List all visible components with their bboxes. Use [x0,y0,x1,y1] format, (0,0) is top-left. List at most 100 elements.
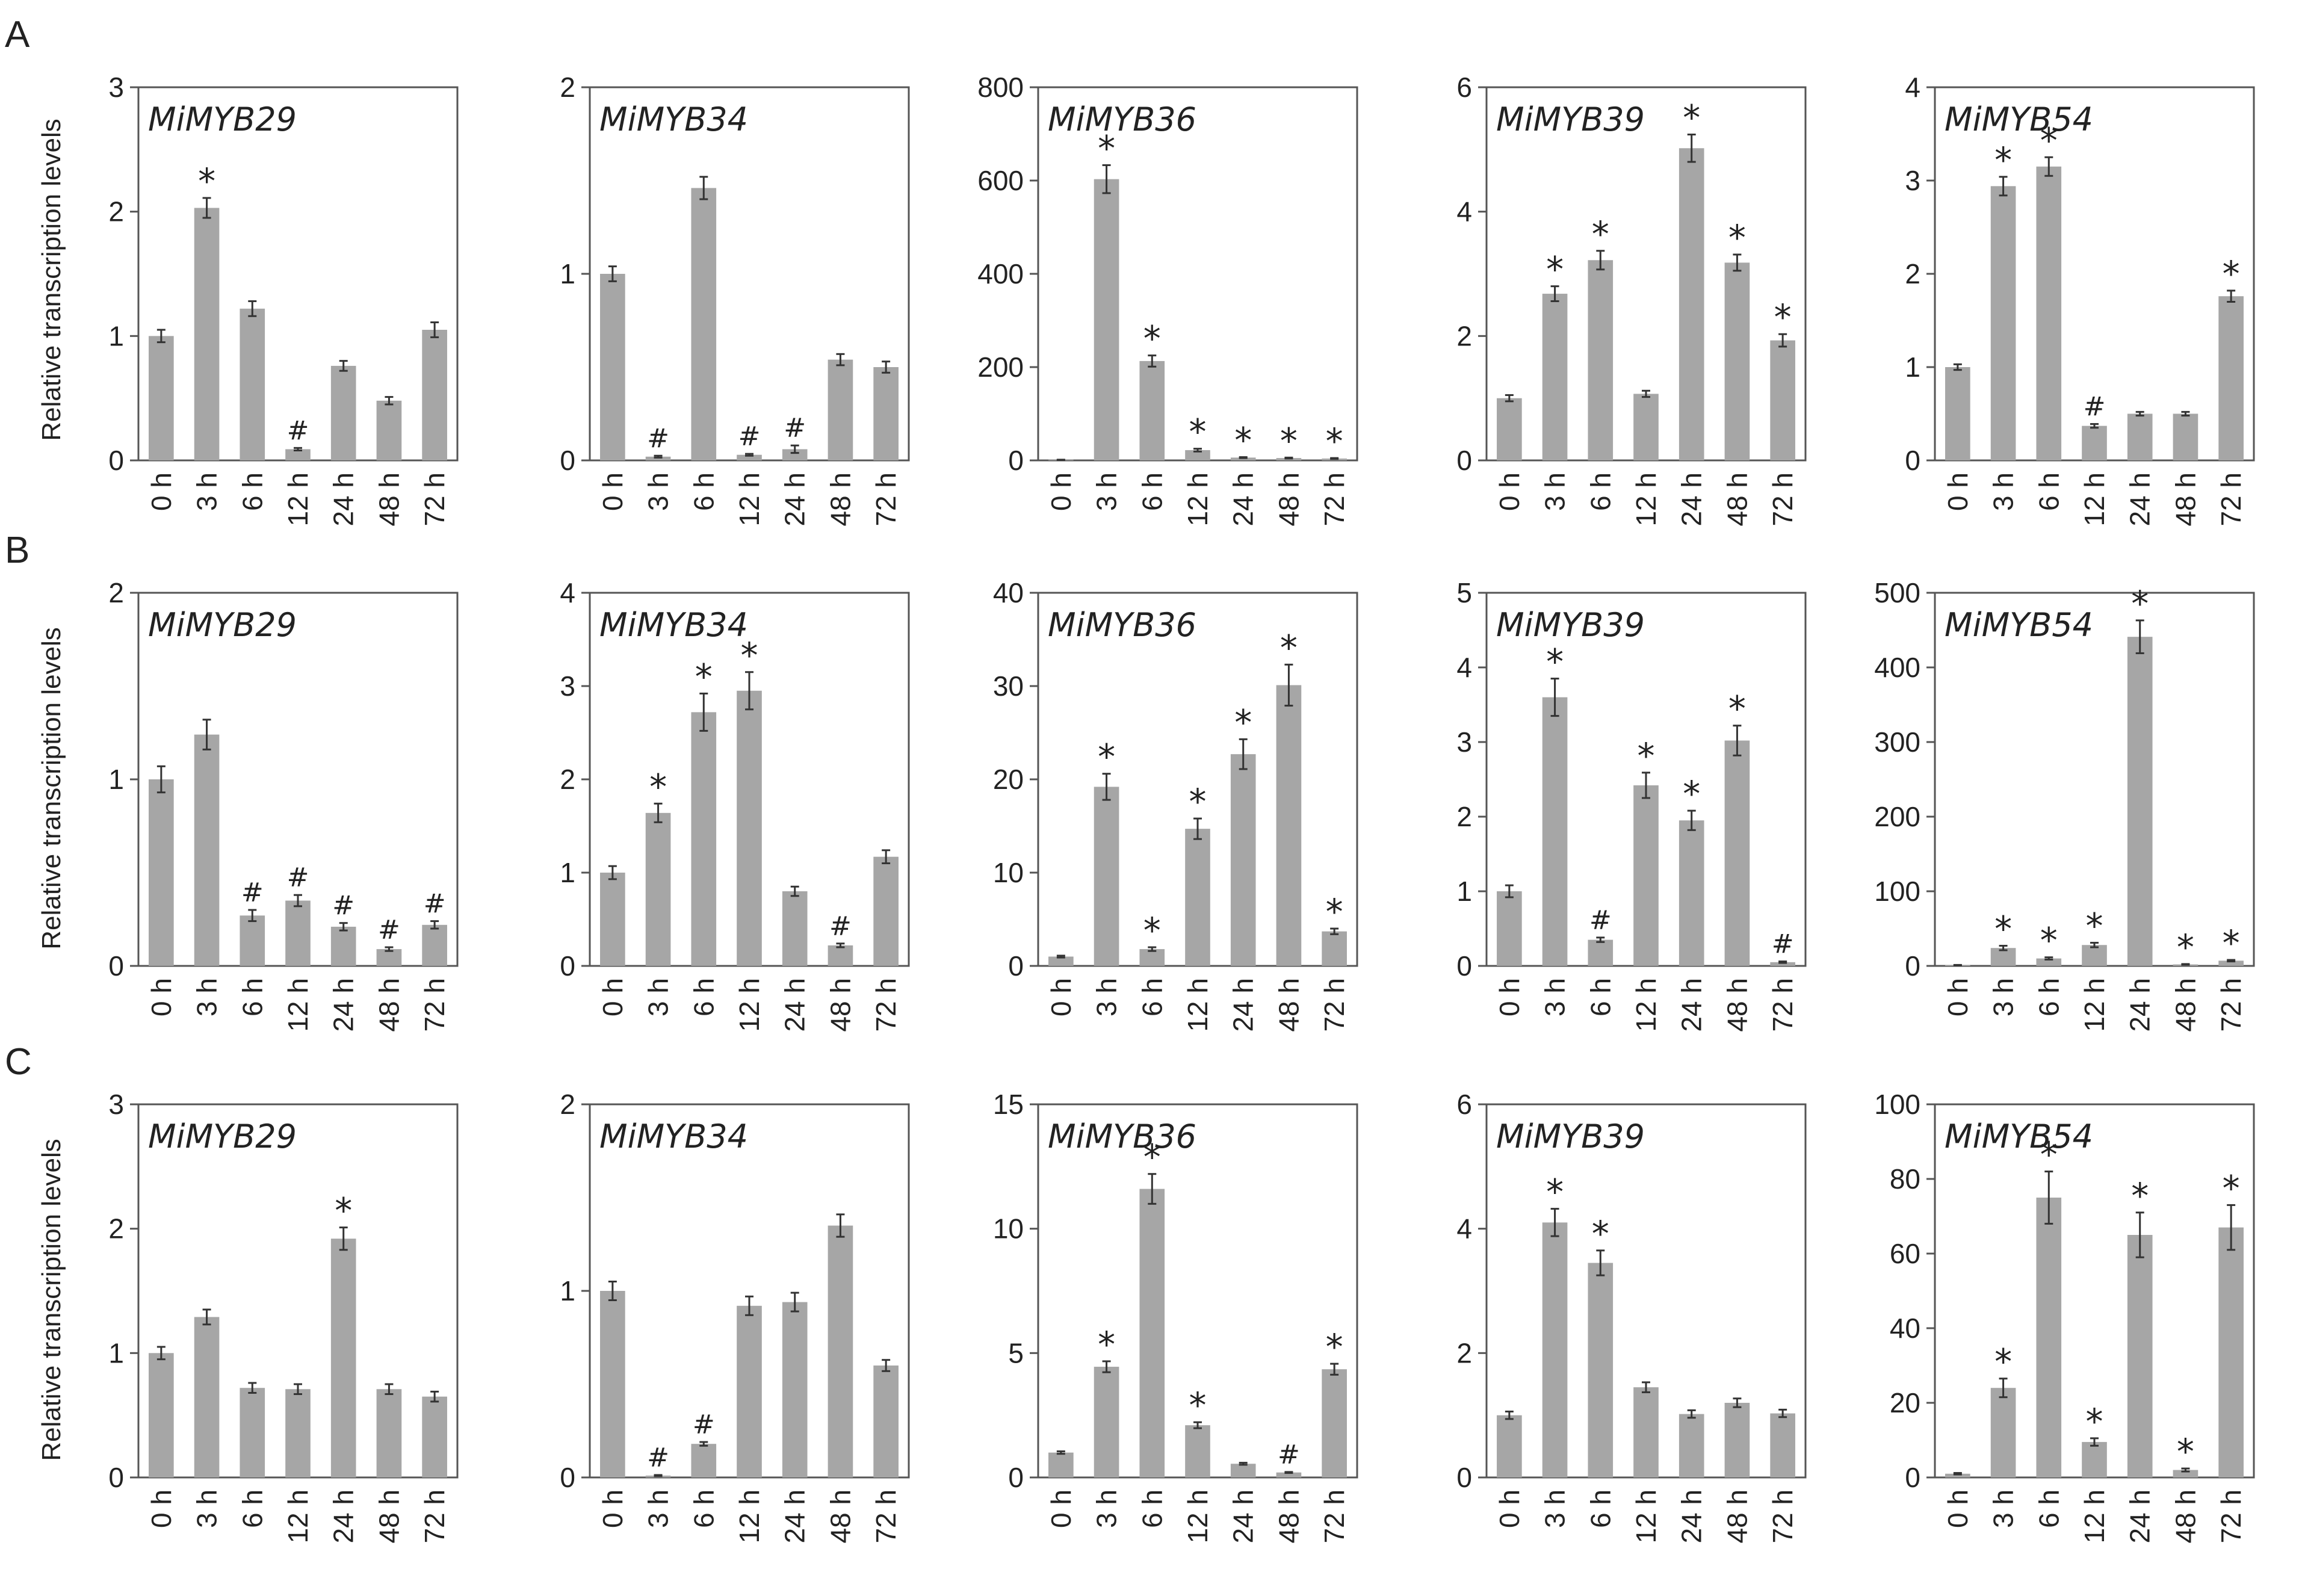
y-tick-label: 100 [1874,1089,1920,1120]
significance-hash: # [287,862,309,893]
bar-6h [1588,939,1614,966]
bar-3h [1094,787,1119,966]
x-tick-label: 24 h [328,1489,359,1544]
bar-0h [1945,367,1970,460]
x-tick-label: 12 h [2079,472,2110,527]
bar-72h [2218,296,2244,460]
y-tick-label: 3 [1456,726,1472,758]
x-tick-label: 24 h [779,472,811,527]
bar-24h [330,1239,356,1477]
significance-star: * [1234,702,1252,743]
y-tick-label: 200 [1874,801,1920,832]
significance-star: * [1683,97,1700,138]
bar-24h [1230,457,1256,460]
bar-24h [1230,754,1256,966]
panel-b-mimyb34: 0 1 2 3 4 MiMYB34 0 h * 3 h * 6 h * 12 h 24 h #48 h 72 … [560,577,910,1032]
bar-24h [782,449,808,460]
y-tick-label: 6 [1456,1089,1472,1120]
significance-hash: # [784,413,806,444]
bar-6h [691,712,717,966]
y-tick-label: 0 [108,950,124,982]
significance-star: * [1326,421,1343,462]
x-tick-label: 12 h [282,978,314,1032]
significance-star: * [2086,906,2103,947]
significance-star: * [2177,927,2194,968]
significance-star: * [2131,583,2149,624]
significance-star: * [1098,737,1115,778]
bar-12h [737,1305,762,1477]
y-tick-label: 200 [977,351,1024,383]
x-tick-label: 3 h [1988,472,2019,511]
bar-6h [240,915,265,966]
significance-hash: # [647,423,669,454]
bar-24h [1679,820,1704,966]
significance-star: * [1280,627,1298,668]
bar-6h [1139,1189,1165,1477]
plot-frame [137,86,459,462]
bar-0h [1497,1415,1522,1477]
significance-star: * [1774,297,1792,338]
y-tick-label: 2 [1456,320,1472,351]
y-tick-label: 0 [1905,445,1920,476]
x-tick-label: 24 h [1676,1489,1707,1544]
significance-star: * [1143,318,1161,359]
bar-72h [422,924,447,966]
significance-star: * [741,635,758,676]
y-tick-label: 5 [1456,577,1472,608]
x-tick-label: 72 h [1319,1489,1350,1544]
y-tick-label: 4 [1456,196,1472,227]
bar-72h [2218,1227,2244,1477]
y-tick-label: 4 [1456,1213,1472,1245]
x-tick-label: 6 h [688,472,719,511]
bar-3h [194,208,220,460]
panel-b-mimyb54: 0 100 200 300 400 500 MiMYB54 0 h * 3 h * 6 h * 12 h *… [1874,577,2255,1032]
x-tick-label: 12 h [1630,1489,1662,1544]
bar-24h [1679,1414,1704,1477]
significance-star: * [335,1190,352,1231]
x-tick-label: 6 h [1136,1489,1168,1528]
x-tick-label: 48 h [1721,1489,1753,1544]
bar-6h [240,1388,265,1477]
y-tick-label: 2 [1905,258,1920,289]
x-tick-label: 48 h [1721,472,1753,527]
bar-3h [645,456,671,460]
y-tick-label: 5 [1008,1337,1024,1369]
x-tick-label: 72 h [870,978,902,1032]
significance-star: * [1189,1385,1207,1426]
x-tick-label: 12 h [1182,472,1213,527]
significance-star: * [2040,920,2058,961]
bar-72h [873,856,899,966]
bar-12h [737,690,762,966]
x-tick-label: 6 h [1585,472,1616,511]
bar-3h [645,812,671,966]
y-tick-label: 0 [1905,950,1920,982]
y-tick-label: 2 [560,72,575,103]
x-tick-label: 72 h [870,472,902,527]
x-tick-label: 6 h [1136,472,1168,511]
significance-hash: # [287,415,309,446]
x-tick-label: 0 h [1494,472,1525,511]
bar-6h [2036,958,2062,966]
significance-star: * [1546,249,1564,290]
significance-star: * [1728,688,1746,729]
x-tick-label: 3 h [643,1489,674,1528]
x-tick-label: 0 h [1494,978,1525,1016]
gene-title: MiMYB29 [148,101,297,138]
bar-24h [2127,1235,2153,1477]
x-tick-label: 0 h [146,1489,177,1528]
y-tick-label: 6 [1456,72,1472,103]
y-tick-label: 3 [560,670,575,702]
panel-c-mimyb34: 0 1 2 MiMYB34 0 h #3 h #6 h 12 h 24 h 48 h 72 h [560,1089,910,1544]
bar-0h [600,274,625,460]
significance-star: * [649,766,667,807]
y-tick-label: 1 [560,258,575,289]
y-tick-label: 2 [1456,1337,1472,1369]
x-tick-label: 0 h [597,1489,628,1528]
significance-star: * [198,161,215,202]
significance-hash: # [1278,1440,1300,1470]
bar-6h [2036,166,2062,460]
significance-star: * [1189,412,1207,453]
bar-72h [1322,931,1347,966]
bar-3h [1990,1388,2016,1477]
significance-hash: # [424,889,446,920]
